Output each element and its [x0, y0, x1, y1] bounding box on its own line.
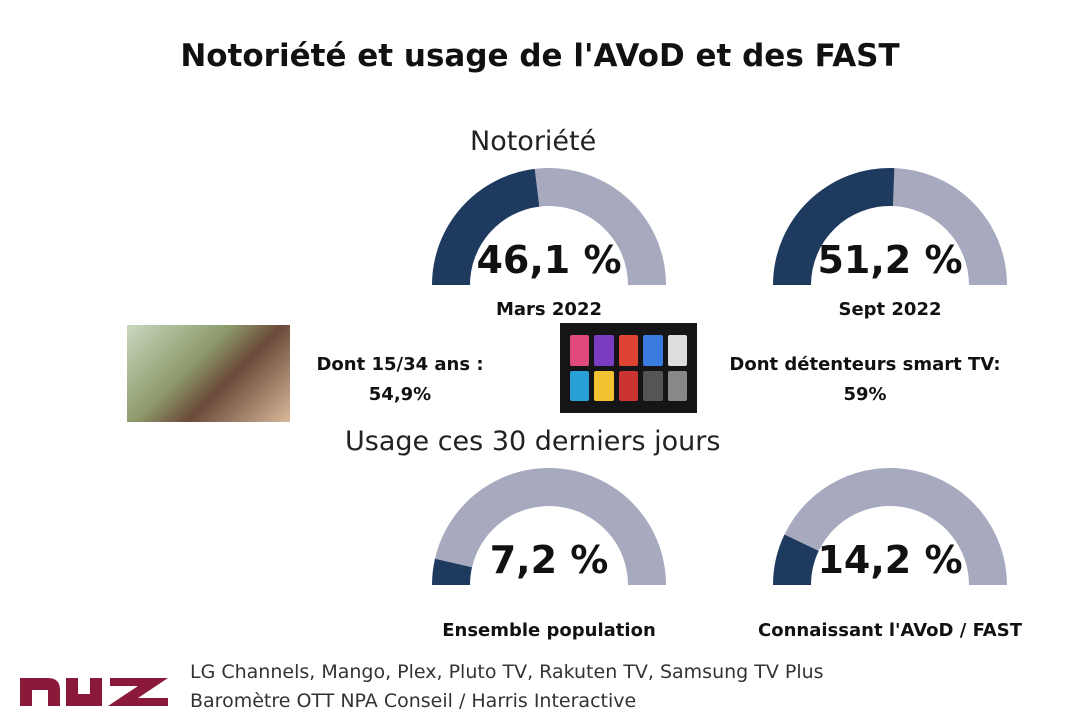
smart-tv-image	[560, 323, 697, 413]
callout-smarttv-label: Dont détenteurs smart TV:	[729, 354, 1001, 375]
gauge-fill-2	[432, 558, 473, 585]
page-title: Notoriété et usage de l'AVoD et des FAST	[180, 38, 900, 74]
couple-photo	[127, 325, 290, 422]
gauge-fill-0	[432, 168, 540, 285]
gauge-track-2	[434, 467, 666, 585]
callout-young-value: 54,9%	[368, 384, 432, 405]
gauge-label-0: Mars 2022	[495, 299, 602, 320]
gauge-fill-1	[773, 168, 895, 285]
footer-source: Baromètre OTT NPA Conseil / Harris Inter…	[190, 690, 637, 712]
gauge-label-3: Connaissant l'AVoD / FAST	[758, 620, 1022, 641]
gauge-fill-3	[773, 534, 819, 585]
gauge-value-0: 46,1 %	[476, 238, 622, 282]
callout-smarttv-value: 59%	[843, 384, 887, 405]
gauge-label-1: Sept 2022	[838, 299, 942, 320]
callout-young-label: Dont 15/34 ans :	[316, 354, 484, 375]
gauge-value-3: 14,2 %	[817, 538, 963, 582]
gauge-value-1: 51,2 %	[817, 238, 963, 282]
gauge-label-2: Ensemble population	[442, 620, 656, 641]
gauge-track-0	[534, 168, 666, 285]
callout-smarttv: Dont détenteurs smart TV: 59%	[695, 350, 1035, 410]
gauge-track-3	[784, 467, 1007, 585]
npa-logo	[20, 678, 168, 706]
callout-young: Dont 15/34 ans : 54,9%	[295, 350, 505, 410]
gauge-track-1	[892, 168, 1007, 285]
footer-services: LG Channels, Mango, Plex, Pluto TV, Raku…	[190, 661, 824, 683]
section-notoriete: Notoriété	[470, 126, 597, 157]
gauge-value-2: 7,2 %	[489, 538, 609, 582]
section-usage: Usage ces 30 derniers jours	[345, 426, 721, 457]
